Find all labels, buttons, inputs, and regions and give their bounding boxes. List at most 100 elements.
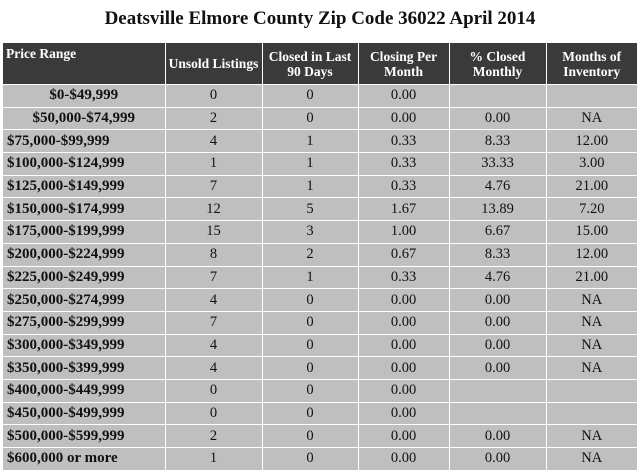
table-row: $0-$49,999 0 0 0.00 [3,84,637,108]
table-row: $400,000-$449,999 0 0 0.00 [3,378,637,403]
cell: 7 [164,310,262,335]
cell: 7 [164,174,262,198]
cell: 1.67 [357,197,449,221]
cell: 0.00 [357,424,449,448]
cell [448,401,546,425]
cell: 0.00 [357,401,449,425]
table-row: $100,000-$124,999 1 1 0.33 33.33 3.00 [3,152,637,176]
cell: 12.00 [545,242,637,266]
cell: 0 [261,378,358,403]
cell: 1 [164,152,262,176]
cell: 8.33 [448,242,546,266]
price-range: $600,000 or more [3,446,165,470]
price-range: $100,000-$124,999 [3,152,165,176]
cell: 4 [164,333,262,357]
cell: NA [545,424,637,448]
cell: 0.00 [357,356,449,380]
cell: 0.00 [357,310,449,335]
price-range: $450,000-$499,999 [3,401,165,425]
cell [448,84,546,108]
cell: 0.00 [357,84,449,108]
cell: 4.76 [448,174,546,198]
table-row: $250,000-$274,999 4 0 0.00 0.00 NA [3,288,637,312]
cell: NA [545,333,637,357]
table-row: $50,000-$74,999 2 0 0.00 0.00 NA [3,106,637,130]
cell: 5 [261,197,358,221]
cell: 3 [261,220,358,244]
cell: 0 [261,84,358,108]
cell: 0 [164,378,262,403]
price-range: $175,000-$199,999 [3,220,165,244]
cell: 0.00 [357,446,449,470]
price-range: $225,000-$249,999 [3,265,165,289]
cell: 0 [261,288,358,312]
cell: 0.33 [357,174,449,198]
cell: 0.00 [357,288,449,312]
header-cell: Price Range [3,43,165,85]
table-row: $225,000-$249,999 7 1 0.33 4.76 21.00 [3,265,637,289]
table-row: $175,000-$199,999 15 3 1.00 6.67 15.00 [3,220,637,244]
cell: 0.00 [448,333,546,357]
cell: 0 [261,333,358,357]
price-range: $400,000-$449,999 [3,378,165,403]
cell: NA [545,106,637,130]
cell: 0 [261,424,358,448]
cell: 13.89 [448,197,546,221]
cell: 2 [261,242,358,266]
cell: 7 [164,265,262,289]
price-range: $250,000-$274,999 [3,288,165,312]
header-cell: Closed in Last 90 Days [261,43,358,85]
header-row: Price Range Unsold Listings Closed in Last… [3,43,637,85]
cell: 1.00 [357,220,449,244]
cell [545,378,637,403]
cell: 21.00 [545,265,637,289]
cell: 0 [261,310,358,335]
cell: 0 [261,356,358,380]
cell [545,84,637,108]
cell: 0.67 [357,242,449,266]
cell: 0.00 [448,310,546,335]
cell: 0 [261,446,358,470]
price-range: $350,000-$399,999 [3,356,165,380]
price-range: $125,000-$149,999 [3,174,165,198]
cell: 1 [261,152,358,176]
cell: 33.33 [448,152,546,176]
cell: 12 [164,197,262,221]
price-range: $275,000-$299,999 [3,310,165,335]
table-row: $275,000-$299,999 7 0 0.00 0.00 NA [3,310,637,335]
cell: 0 [261,401,358,425]
cell: 0.00 [448,106,546,130]
cell: 4 [164,129,262,153]
table-row: $350,000-$399,999 4 0 0.00 0.00 NA [3,356,637,380]
header-cell: % Closed Monthly [448,43,546,85]
cell: NA [545,310,637,335]
price-range: $150,000-$174,999 [3,197,165,221]
cell: 1 [164,446,262,470]
table-row: $150,000-$174,999 12 5 1.67 13.89 7.20 [3,197,637,221]
cell: 8.33 [448,129,546,153]
cell: 3.00 [545,152,637,176]
cell: 0 [164,84,262,108]
table-row: $125,000-$149,999 7 1 0.33 4.76 21.00 [3,174,637,198]
cell: 8 [164,242,262,266]
cell: 1 [261,174,358,198]
cell [448,378,546,403]
header-cell: Unsold Listings [164,43,262,85]
table-row: $450,000-$499,999 0 0 0.00 [3,401,637,425]
cell: 2 [164,106,262,130]
table-row: $500,000-$599,999 2 0 0.00 0.00 NA [3,424,637,448]
cell: 0 [164,401,262,425]
cell: NA [545,356,637,380]
price-range: $200,000-$224,999 [3,242,165,266]
cell: 0.00 [448,288,546,312]
cell: 0.33 [357,129,449,153]
cell: 0.33 [357,152,449,176]
cell: 0.00 [448,424,546,448]
cell: 0 [261,106,358,130]
cell: 0.33 [357,265,449,289]
price-range: $300,000-$349,999 [3,333,165,357]
price-range: $500,000-$599,999 [3,424,165,448]
cell: 0.00 [357,378,449,403]
cell: 0.00 [357,333,449,357]
cell: 7.20 [545,197,637,221]
